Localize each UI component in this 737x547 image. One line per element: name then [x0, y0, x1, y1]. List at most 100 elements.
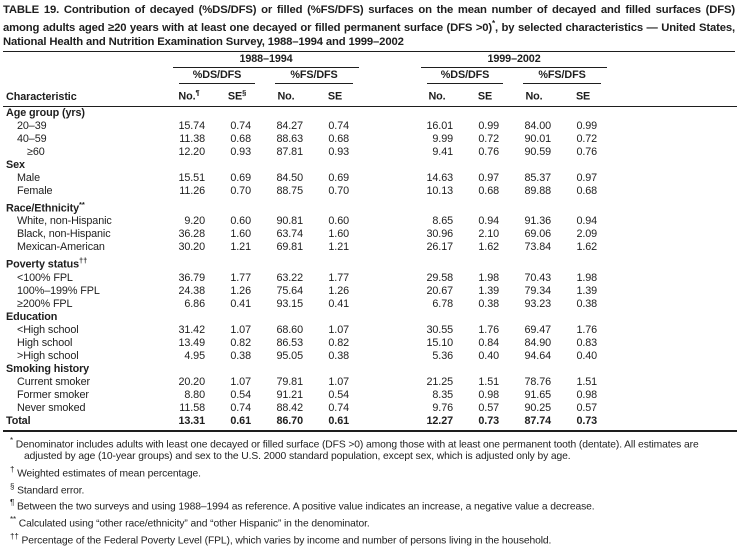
cell-value: 0.69: [328, 171, 350, 184]
cell-value: 1.39: [478, 284, 500, 297]
data-table: 1988–1994 1999–2002 %DS/DFS %FS/DFS %DS/…: [3, 52, 737, 432]
row-label: Former smoker: [17, 388, 89, 401]
measure-label: %DS/DFS: [427, 68, 504, 84]
spacer-cell: [611, 272, 737, 285]
spacer-cell: [363, 228, 417, 241]
measure-header-row: %DS/DFS %FS/DFS %DS/DFS %FS/DFS: [3, 68, 737, 84]
section-label: Education: [6, 310, 58, 323]
col-header-se: SE: [467, 83, 514, 107]
spacer-cell: [363, 324, 417, 337]
measure-header-dsdfs-2: %DS/DFS: [417, 68, 513, 84]
cell-value: 93.23: [524, 297, 552, 310]
spacer-cell: [611, 228, 737, 241]
spacer-cell: [363, 272, 417, 285]
cell-value: 0.54: [328, 388, 350, 401]
spacer-cell: [611, 241, 737, 254]
col-header-no: No.: [417, 83, 468, 107]
cell-value: 63.74: [276, 228, 303, 241]
cell-value: 84.27: [276, 119, 303, 132]
col-header-se: SE: [565, 83, 612, 107]
cell-value: 84.00: [524, 119, 552, 132]
cell-value: 24.38: [178, 284, 205, 297]
spacer-cell: [3, 68, 169, 84]
spacer-cell: [363, 389, 417, 402]
table-row: Former smoker 8.80 0.54 91.21 0.54 8.35 0.98 91…: [3, 389, 737, 402]
cell-value: 0.41: [230, 297, 251, 310]
footnote-marker: **: [79, 199, 85, 209]
spacer-cell: [611, 172, 737, 185]
period-header-1999-2002: 1999–2002: [417, 52, 611, 68]
cell-value: 1.76: [576, 323, 598, 336]
cell-value: 13.31: [169, 414, 219, 432]
cell-value: 1.62: [478, 241, 500, 254]
cell-value: 0.61: [317, 414, 364, 432]
table-row: ≥60 12.20 0.93 87.81 0.93 9.41 0.76 90.59 0.76: [3, 146, 737, 159]
spacer-cell: [363, 285, 417, 298]
cell-value: 86.53: [276, 336, 303, 349]
cell-value: 0.83: [576, 336, 598, 349]
row-label: Mexican-American: [17, 241, 105, 254]
section-row: Race/Ethnicity**: [3, 198, 737, 216]
spacer-cell: [3, 52, 169, 68]
row-label: 40–59: [17, 132, 47, 145]
cell-value: 1.51: [478, 375, 500, 388]
cell-value: 1.76: [478, 323, 500, 336]
cell-value: 11.26: [179, 184, 205, 197]
cell-value: 0.68: [576, 184, 598, 197]
row-label: <High school: [17, 323, 79, 336]
footnote: * Denominator includes adults with least…: [10, 435, 699, 463]
section-label: Race/Ethnicity**: [6, 199, 85, 215]
row-label: Never smoked: [17, 401, 86, 414]
cell-value: 1.26: [328, 284, 350, 297]
cell-value: 20.20: [178, 375, 205, 388]
cell-value: 90.01: [524, 132, 552, 145]
footnote-marker: †: [10, 464, 15, 474]
table-title: TABLE 19. Contribution of decayed (%DS/D…: [3, 4, 735, 52]
cell-value: 84.90: [524, 336, 552, 349]
cell-value: 36.28: [178, 228, 205, 241]
measure-header-fsdfs-2: %FS/DFS: [513, 68, 611, 84]
cell-value: 9.99: [432, 132, 454, 145]
period-header-1988-1994: 1988–1994: [169, 52, 363, 68]
cell-value: 1.51: [576, 375, 598, 388]
spacer-cell: [363, 376, 417, 389]
cell-value: 11.58: [179, 401, 205, 414]
cell-value: 79.34: [524, 284, 552, 297]
table-row: 100%–199% FPL 24.38 1.26 75.64 1.26 20.67 1.39…: [3, 285, 737, 298]
spacer-cell: [611, 133, 737, 146]
cell-value: 14.63: [426, 171, 454, 184]
cell-value: 1.21: [328, 241, 350, 254]
table-row: High school 13.49 0.82 86.53 0.82 15.10 0.84 84…: [3, 337, 737, 350]
cell-value: 0.93: [230, 145, 251, 158]
cell-value: 9.20: [184, 215, 205, 228]
spacer-cell: [363, 172, 417, 185]
total-row: Total 13.31 0.61 86.70 0.61 12.27 0.73 87.74 0.7…: [3, 414, 737, 432]
cell-value: 30.20: [178, 241, 205, 254]
table-row: Female 11.26 0.70 88.75 0.70 10.13 0.68 89.88 0.…: [3, 185, 737, 198]
cell-value: 1.07: [328, 375, 350, 388]
cell-value: 93.15: [276, 297, 303, 310]
footnote: † Weighted estimates of mean percentage.: [10, 464, 201, 480]
table-row: Male 15.51 0.69 84.50 0.69 14.63 0.97 85.37 0.97: [3, 172, 737, 185]
cell-value: 91.65: [524, 388, 552, 401]
spacer-cell: [363, 215, 417, 228]
cell-value: 0.76: [576, 145, 598, 158]
cell-value: 0.76: [478, 145, 500, 158]
spacer-cell: [363, 241, 417, 254]
spacer-cell: [611, 215, 737, 228]
cell-value: 0.70: [328, 184, 350, 197]
table-row: <High school 31.42 1.07 68.60 1.07 30.55 1.76 6…: [3, 324, 737, 337]
section-row: Smoking history: [3, 363, 737, 376]
cell-value: 95.05: [276, 349, 303, 362]
row-label: White, non-Hispanic: [17, 215, 112, 228]
cell-value: 0.73: [565, 414, 612, 432]
cell-value: 0.69: [230, 171, 251, 184]
footnote-marker: **: [10, 514, 17, 524]
cell-value: 6.78: [432, 297, 454, 310]
spacer-cell: [611, 402, 737, 415]
cell-value: 94.64: [524, 349, 552, 362]
cell-value: 26.17: [426, 241, 454, 254]
period-label: 1999–2002: [421, 52, 608, 68]
table-row: Black, non-Hispanic 36.28 1.60 63.74 1.60 30.…: [3, 228, 737, 241]
spacer-cell: [611, 414, 737, 432]
